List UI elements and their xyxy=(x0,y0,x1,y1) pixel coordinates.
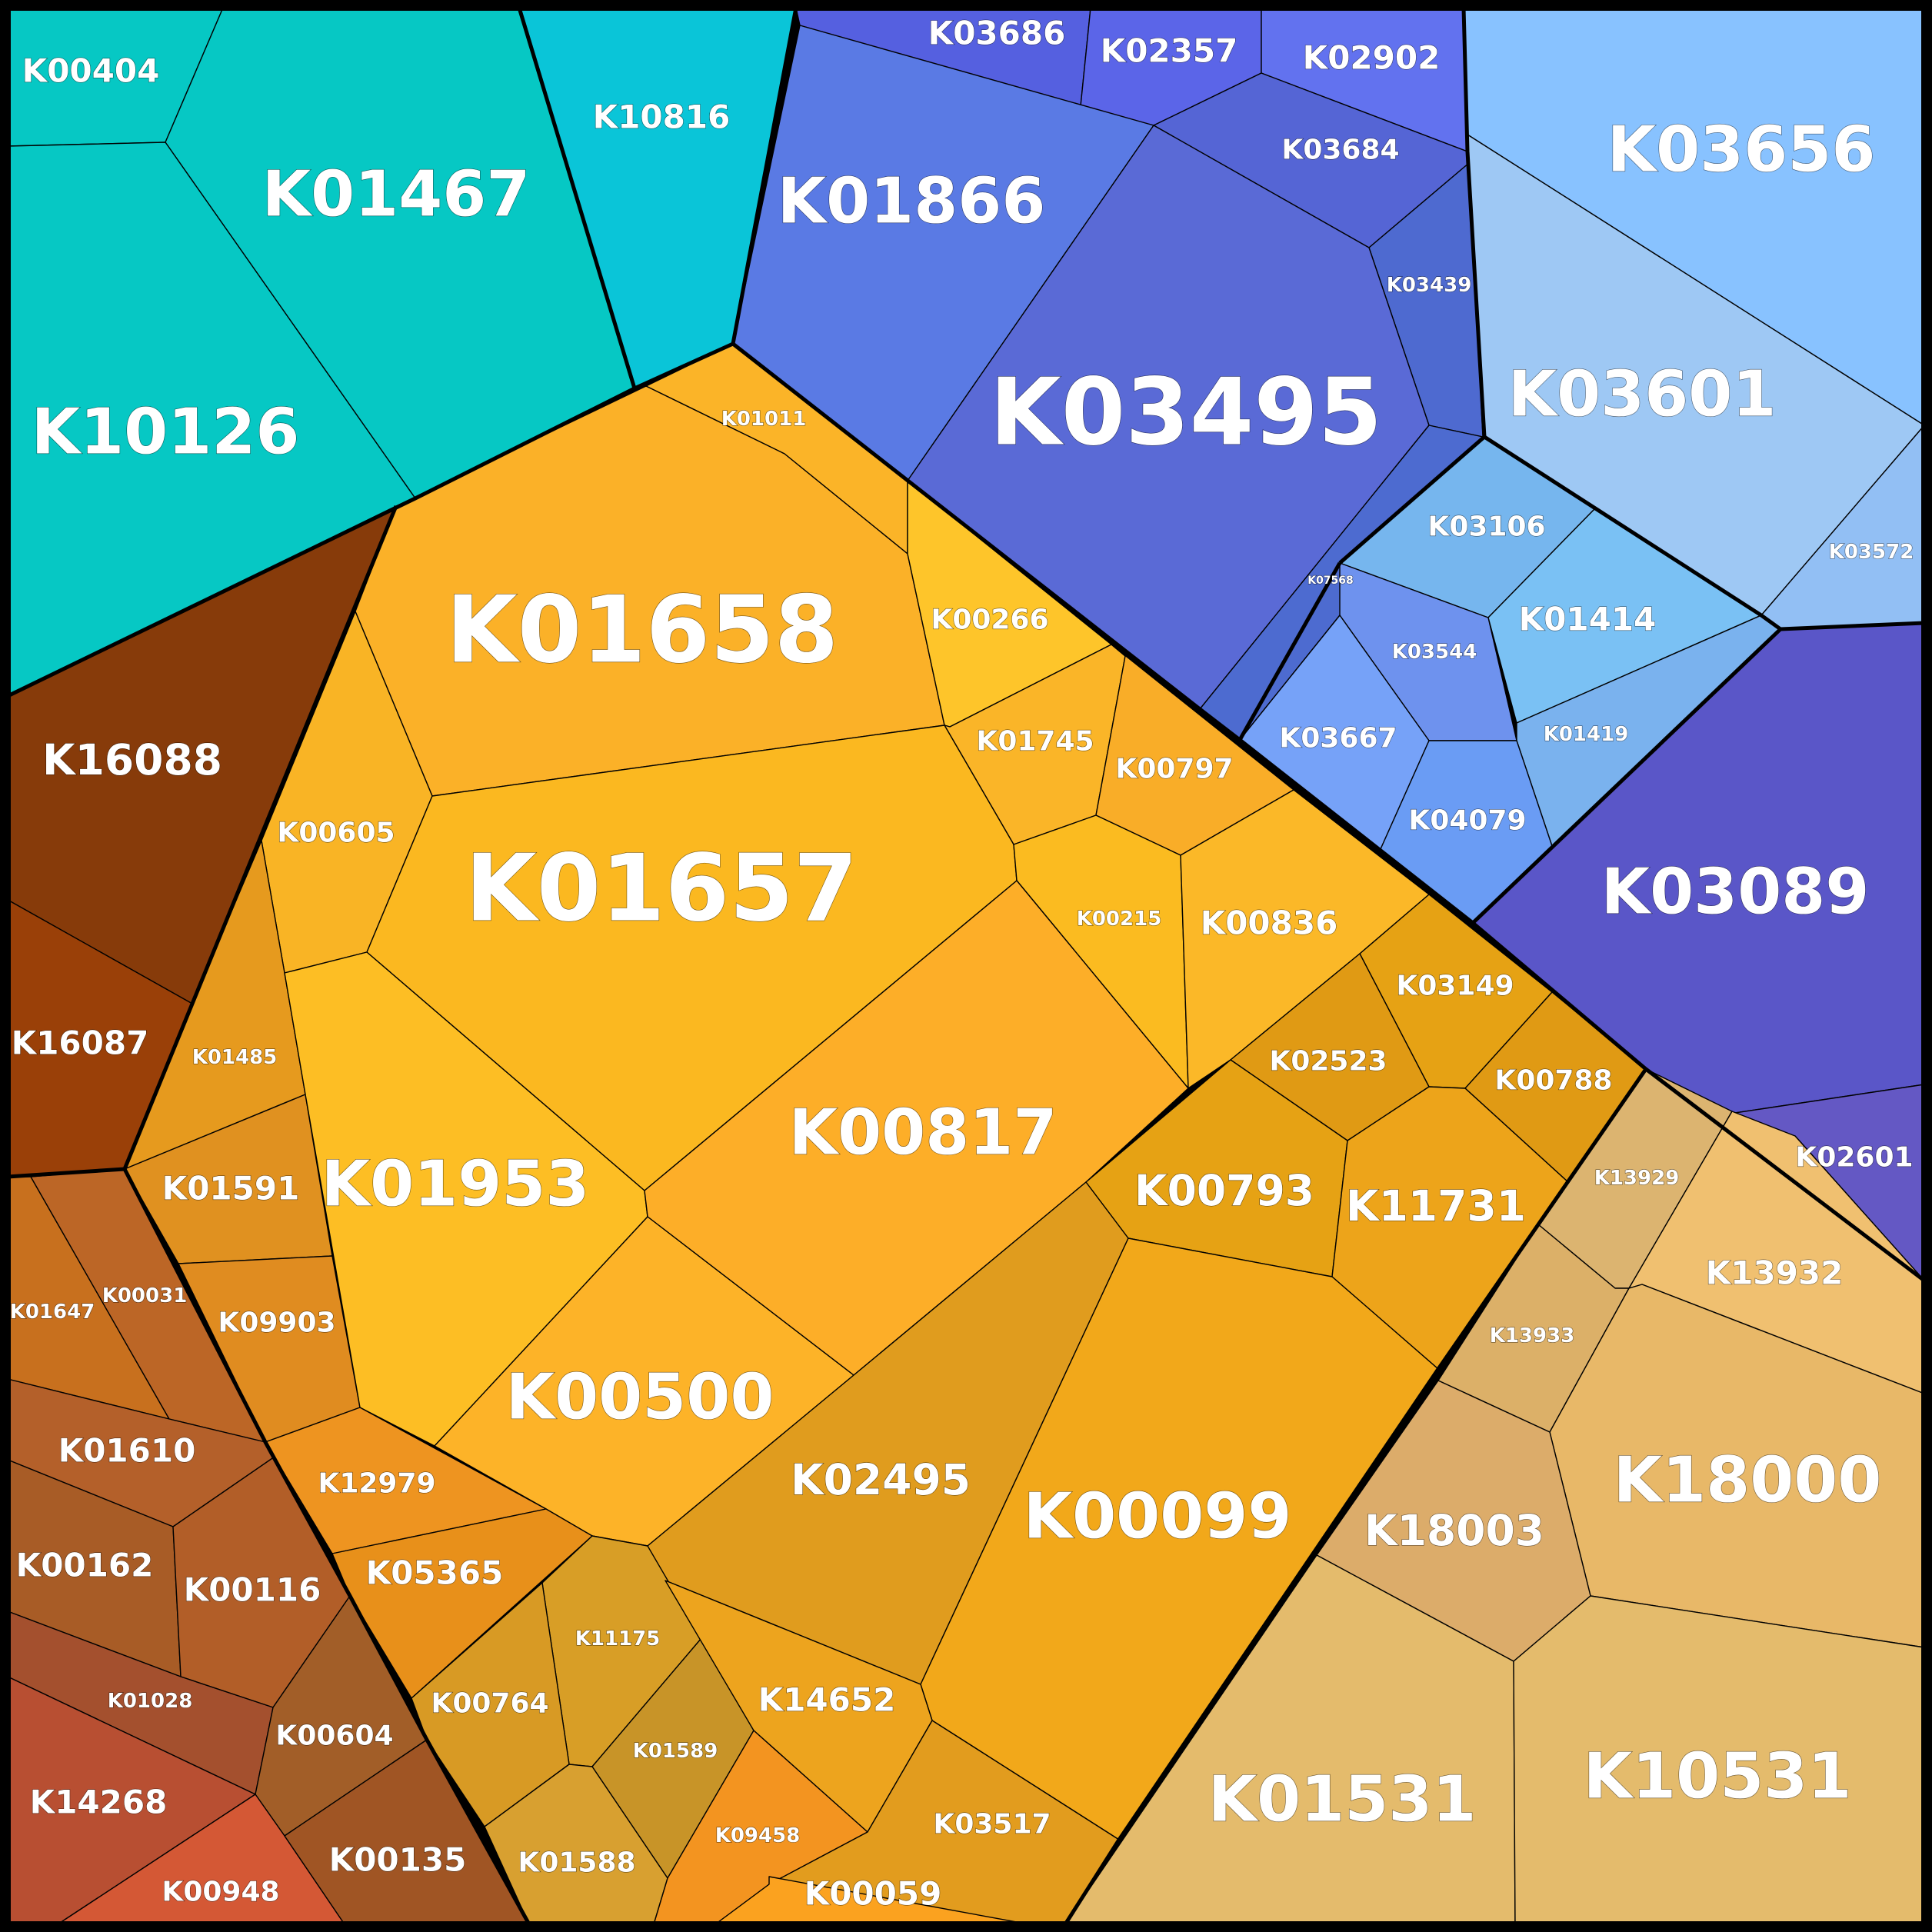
group-border-1 xyxy=(731,7,798,345)
label-k00605: K00605 xyxy=(277,818,395,849)
label-k01866: K01866 xyxy=(778,165,1046,238)
label-k00266: K00266 xyxy=(931,605,1048,636)
label-k13929: K13929 xyxy=(1594,1167,1680,1190)
label-k02601: K02601 xyxy=(1795,1142,1913,1174)
label-k01591: K01591 xyxy=(162,1170,300,1208)
label-k01588: K01588 xyxy=(518,1847,635,1879)
group-border-5 xyxy=(1471,628,1782,924)
label-k16087: K16087 xyxy=(12,1024,149,1062)
group-border-4 xyxy=(1338,435,1486,565)
label-k00135: K00135 xyxy=(329,1841,467,1879)
label-k01419: K01419 xyxy=(1544,723,1629,746)
label-k00797: K00797 xyxy=(1115,754,1233,785)
label-k02495: K02495 xyxy=(791,1455,971,1504)
label-k13932: K13932 xyxy=(1706,1254,1844,1292)
label-k03667: K03667 xyxy=(1279,723,1397,754)
label-k00031: K00031 xyxy=(102,1284,188,1307)
label-k04079: K04079 xyxy=(1408,805,1526,837)
label-k00793: K00793 xyxy=(1134,1166,1314,1215)
group-border-6 xyxy=(7,505,398,1179)
group-border-0 xyxy=(6,341,1926,1282)
label-k01028: K01028 xyxy=(108,1690,193,1713)
label-k03601: K03601 xyxy=(1508,358,1777,431)
label-k00817: K00817 xyxy=(789,1097,1058,1170)
label-k00162: K00162 xyxy=(16,1547,154,1584)
label-k00948: K00948 xyxy=(162,1877,279,1908)
label-k10531: K10531 xyxy=(1584,1740,1852,1814)
label-k18000: K18000 xyxy=(1614,1444,1882,1517)
label-k09903: K09903 xyxy=(218,1307,335,1339)
label-k07568: K07568 xyxy=(1307,575,1354,587)
label-k12979: K12979 xyxy=(318,1468,435,1500)
group-border-8 xyxy=(1063,1068,1648,1926)
label-k16088: K16088 xyxy=(42,735,222,784)
label-k01657: K01657 xyxy=(465,836,858,943)
label-k00788: K00788 xyxy=(1494,1065,1612,1097)
label-k03517: K03517 xyxy=(933,1809,1051,1840)
label-k01531: K01531 xyxy=(1208,1764,1477,1837)
label-k01589: K01589 xyxy=(633,1740,718,1763)
label-k02523: K02523 xyxy=(1269,1046,1387,1078)
label-k03684: K03684 xyxy=(1281,135,1399,166)
label-k09458: K09458 xyxy=(715,1824,801,1847)
label-k00116: K00116 xyxy=(184,1571,321,1609)
label-k01011: K01011 xyxy=(721,408,807,431)
label-k03149: K03149 xyxy=(1396,971,1514,1002)
label-k00215: K00215 xyxy=(1077,908,1162,931)
group-border-2 xyxy=(1461,7,1925,631)
label-k01647: K01647 xyxy=(10,1301,95,1324)
label-k03544: K03544 xyxy=(1392,641,1477,664)
group-border-7 xyxy=(122,1168,531,1926)
label-k01953: K01953 xyxy=(321,1148,590,1221)
label-k00059: K00059 xyxy=(804,1875,942,1913)
label-k11175: K11175 xyxy=(575,1627,661,1651)
label-k02902: K02902 xyxy=(1303,39,1441,77)
label-k14268: K14268 xyxy=(30,1784,168,1821)
label-k03439: K03439 xyxy=(1387,274,1472,297)
label-k03089: K03089 xyxy=(1601,856,1870,929)
label-k02357: K02357 xyxy=(1101,32,1238,70)
label-k00604: K00604 xyxy=(275,1720,393,1752)
label-k01414: K01414 xyxy=(1519,601,1657,638)
label-k01467: K01467 xyxy=(262,158,531,232)
label-k03495: K03495 xyxy=(990,360,1382,467)
label-k03106: K03106 xyxy=(1427,511,1545,543)
label-k01658: K01658 xyxy=(446,578,838,685)
label-k03656: K03656 xyxy=(1607,114,1876,187)
label-k11731: K11731 xyxy=(1346,1181,1526,1231)
label-k00404: K00404 xyxy=(22,52,160,90)
label-k00764: K00764 xyxy=(431,1688,548,1720)
label-k13933: K13933 xyxy=(1490,1324,1575,1347)
label-k05365: K05365 xyxy=(366,1554,504,1592)
label-k18003: K18003 xyxy=(1364,1506,1544,1555)
label-k10126: K10126 xyxy=(32,396,300,469)
group-border-3 xyxy=(1237,561,1342,741)
label-k00099: K00099 xyxy=(1024,1481,1292,1554)
label-k01610: K01610 xyxy=(58,1432,196,1470)
label-k10816: K10816 xyxy=(593,98,731,136)
group-border-9 xyxy=(517,7,637,389)
label-k00836: K00836 xyxy=(1201,904,1338,942)
label-k01745: K01745 xyxy=(976,726,1094,758)
label-k14652: K14652 xyxy=(758,1681,896,1719)
label-k03572: K03572 xyxy=(1829,541,1914,564)
label-k00500: K00500 xyxy=(506,1361,774,1434)
label-k03686: K03686 xyxy=(928,15,1066,52)
label-k01485: K01485 xyxy=(192,1046,278,1069)
